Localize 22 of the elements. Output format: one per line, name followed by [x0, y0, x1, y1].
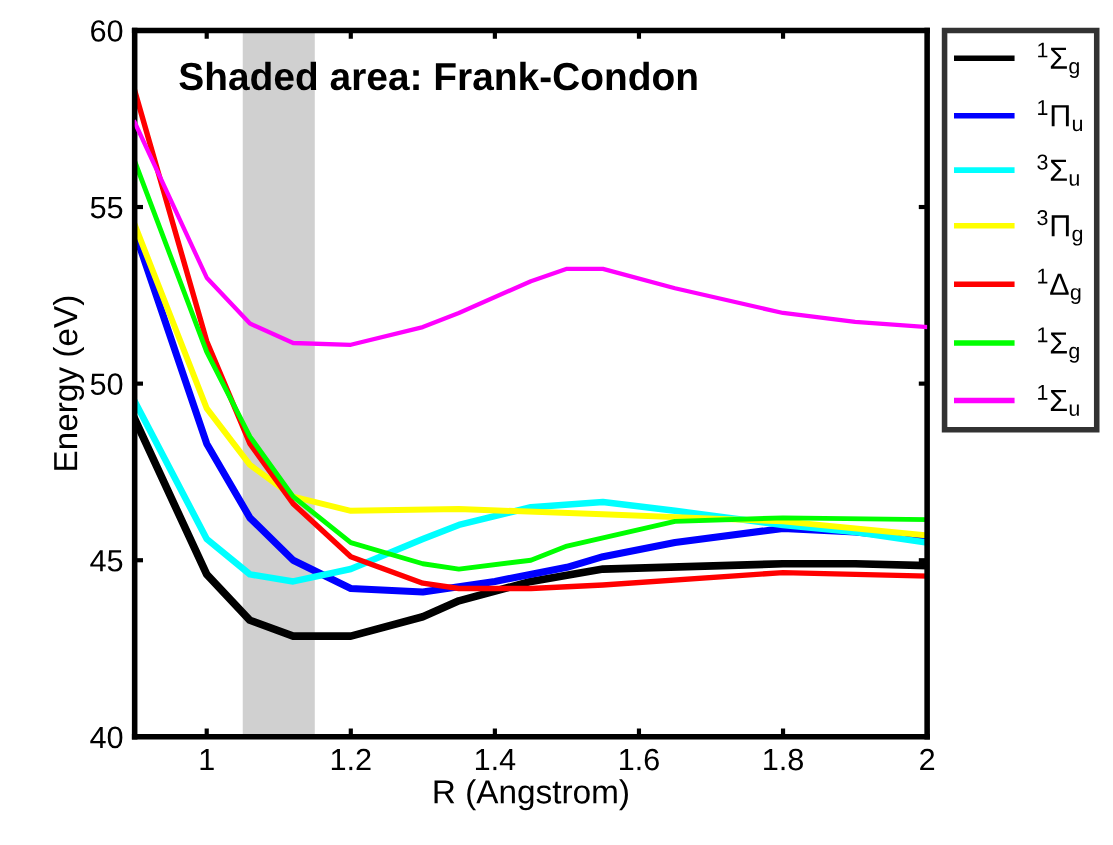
annotation: Shaded area: Frank-Condon: [179, 61, 697, 91]
legend-label: $^{3}$Π$_{g}$: [1037, 210, 1083, 246]
line-series: [134, 120, 928, 347]
x-axis-title: R (Angstrom): [434, 779, 628, 811]
x-tick-label: 2: [920, 748, 935, 771]
legend-label: $^{1}$Δ$_{g}$: [1038, 268, 1081, 305]
x-tick-label: 1.2: [331, 748, 371, 771]
y-tick-label: 60: [91, 20, 123, 42]
y-tick-label: 50: [90, 373, 123, 395]
y-tick-label: 40: [90, 726, 123, 749]
x-tick-label: 1.4: [475, 749, 516, 771]
y-tick-label: 45: [90, 550, 123, 572]
legend-label: $^{3}$Σ$_{u}$: [1037, 154, 1079, 186]
legend-label: $^{1}$Σ$_{g}$: [1038, 42, 1079, 78]
legend-label: $^{1}$Σ$_{g}$: [1038, 327, 1079, 363]
legend-label: $^{1}$Σ$_{u}$: [1038, 384, 1079, 417]
x-tick-label: 1.8: [764, 748, 803, 771]
y-axis-title: Energy (eV): [52, 296, 85, 470]
y-tick-label: 55: [90, 197, 123, 219]
legend-label: $^{1}$Π$_{u}$: [1038, 100, 1083, 132]
x-tick-label: 1.6: [620, 748, 659, 771]
x-tick-label: 1: [200, 749, 214, 771]
